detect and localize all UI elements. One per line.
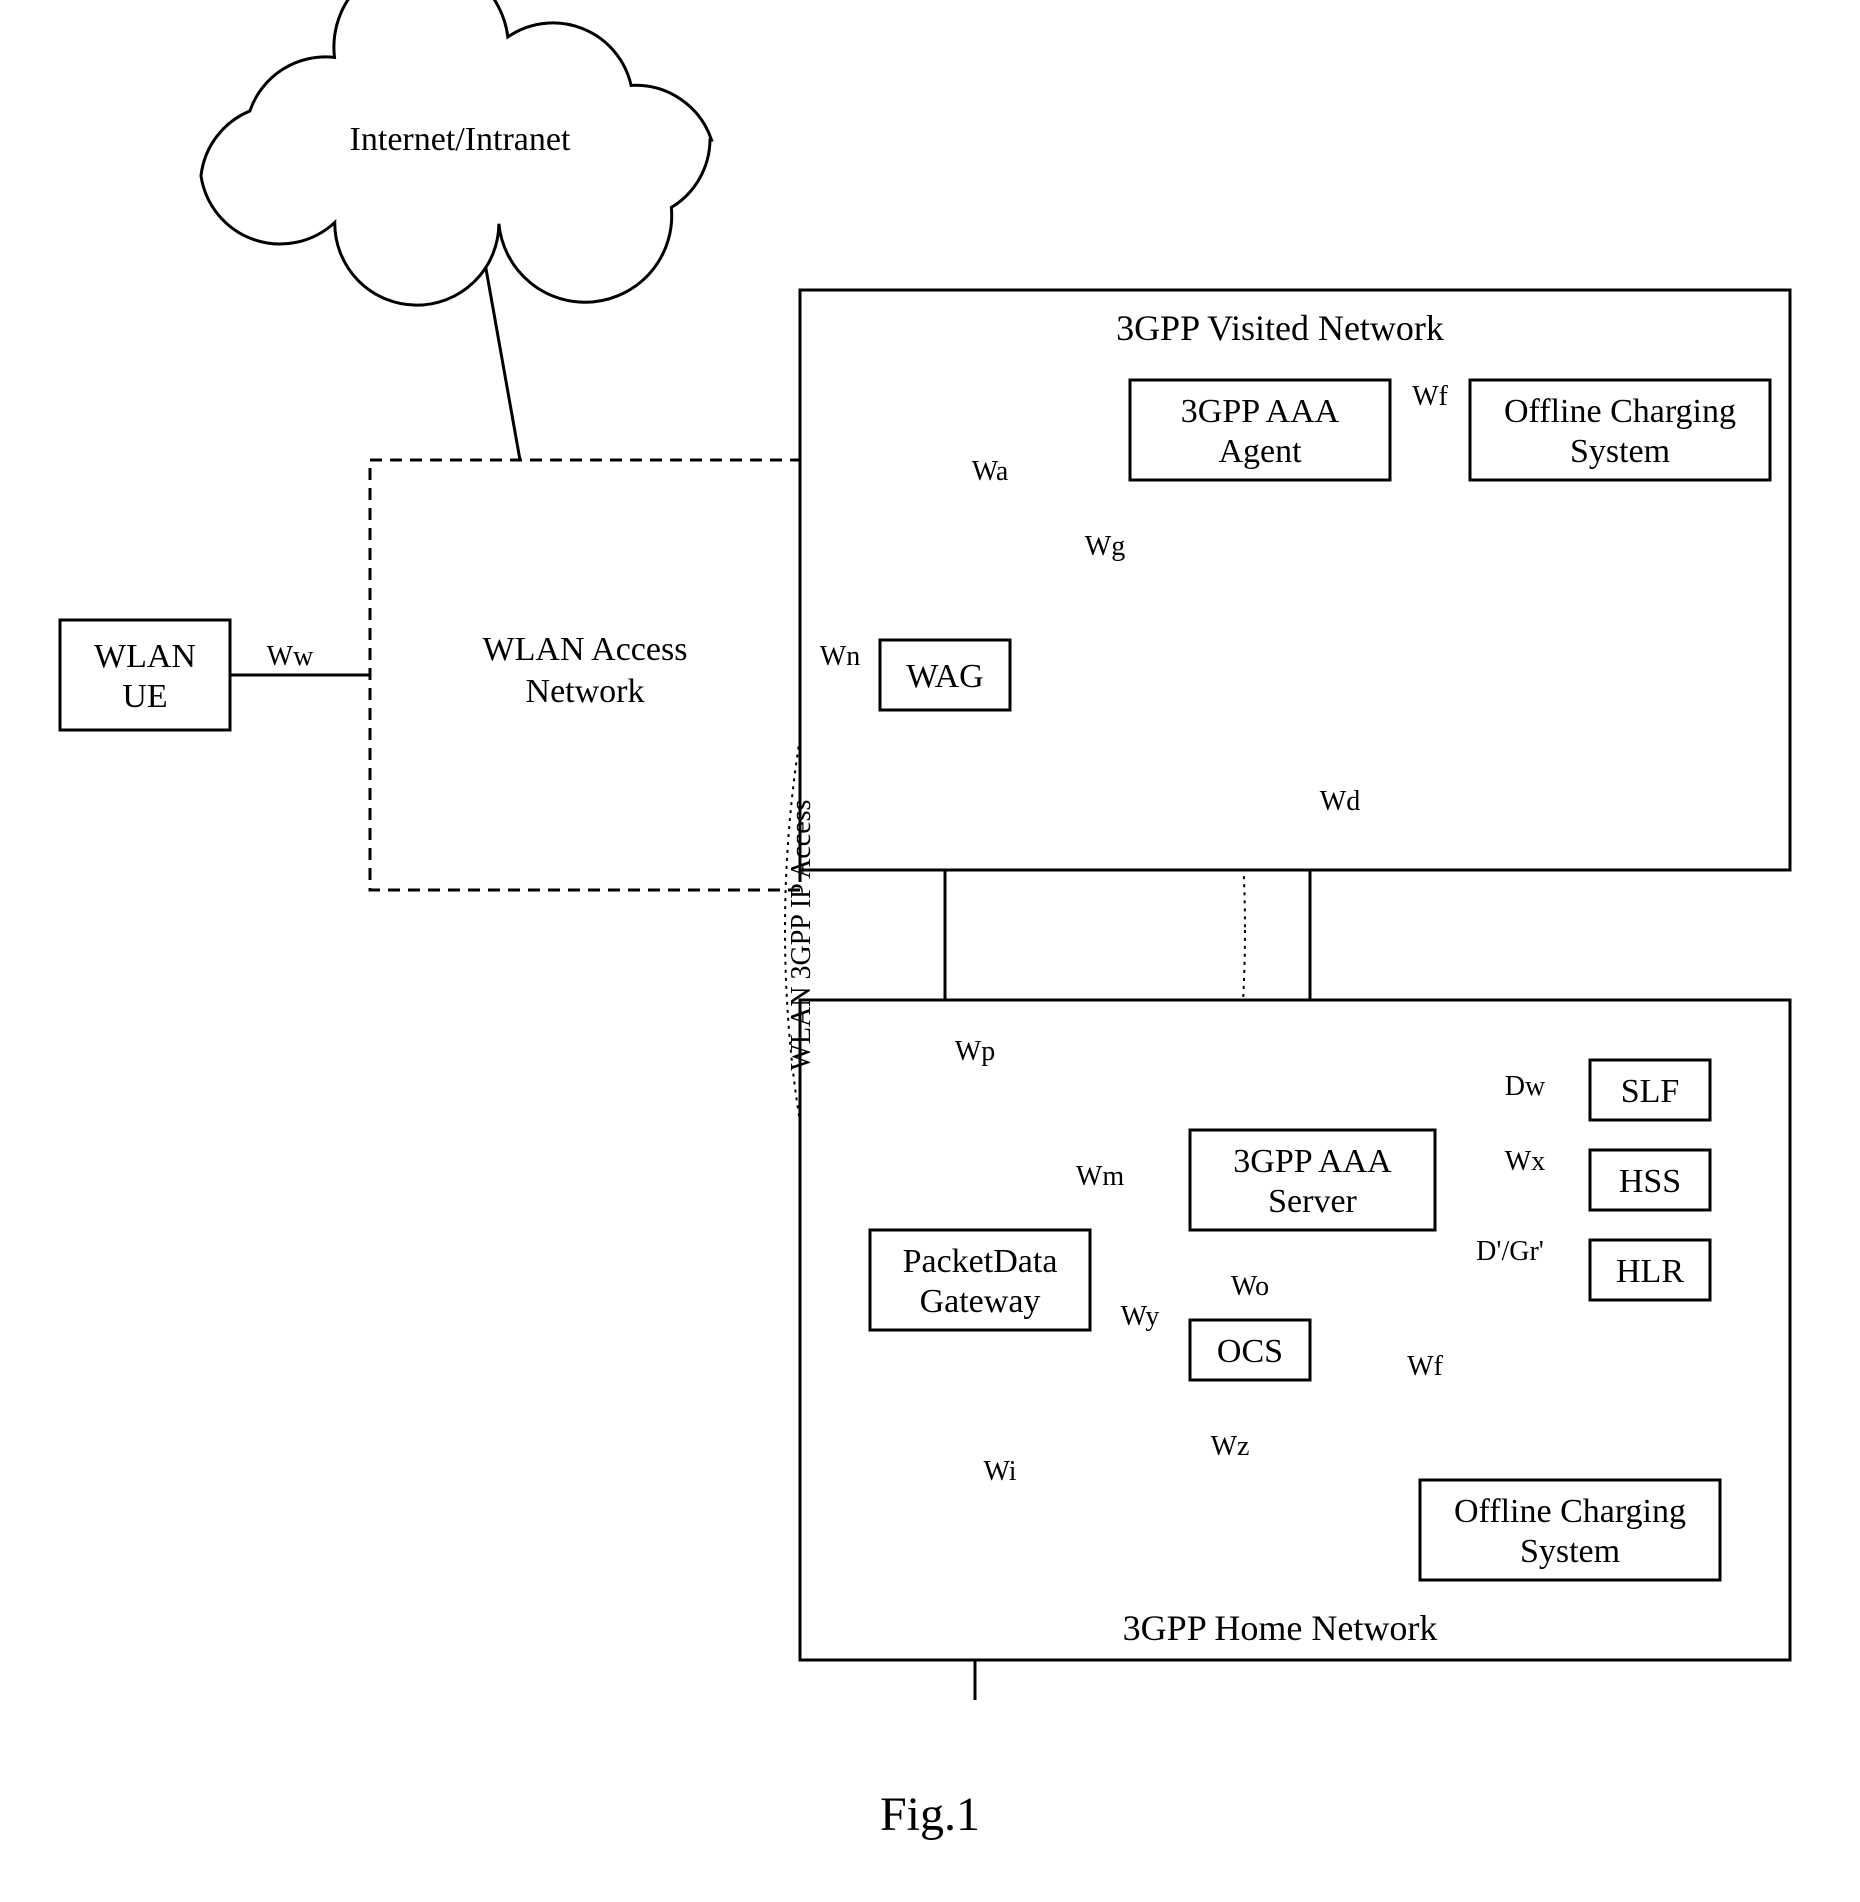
region-visited-network (800, 290, 1790, 870)
edge-label-dw: Dw (1505, 1071, 1546, 1102)
edge-label-wo: Wo (1231, 1271, 1269, 1302)
edge-label-ww: Ww (267, 641, 314, 672)
figure-label: Fig.1 (880, 1788, 980, 1841)
edge-label-dgr: D'/Gr' (1476, 1236, 1544, 1267)
region-visited-label: 3GPP Visited Network (1116, 308, 1444, 348)
node-ocs-label: OCS (1217, 1333, 1283, 1370)
edge-label-wf-h: Wf (1407, 1351, 1443, 1382)
node-hss-label: HSS (1619, 1163, 1681, 1200)
edge-label-wi: Wi (983, 1456, 1016, 1487)
node-slf-label: SLF (1621, 1073, 1680, 1110)
edge-label-wf-v: Wf (1412, 381, 1448, 412)
edge-label-wz: Wz (1211, 1431, 1250, 1462)
edge-label-wn: Wn (820, 641, 860, 672)
region-ip-access-label: WLAN 3GPP IP Access (786, 800, 817, 1071)
edge-label-wa: Wa (972, 456, 1009, 487)
node-wag-label: WAG (906, 658, 983, 695)
edge-label-wy: Wy (1121, 1301, 1160, 1332)
edge-label-wg: Wg (1085, 531, 1125, 562)
edge-label-wm: Wm (1076, 1161, 1124, 1192)
node-hlr-label: HLR (1616, 1253, 1684, 1290)
edge-label-wd: Wd (1320, 786, 1360, 817)
region-home-label: 3GPP Home Network (1123, 1608, 1438, 1648)
cloud-label: Internet/Intranet (350, 121, 571, 158)
edge-label-wp: Wp (955, 1036, 995, 1067)
edge-label-wx: Wx (1505, 1146, 1545, 1177)
region-wlan-access-label: WLAN AccessNetwork (483, 631, 688, 710)
